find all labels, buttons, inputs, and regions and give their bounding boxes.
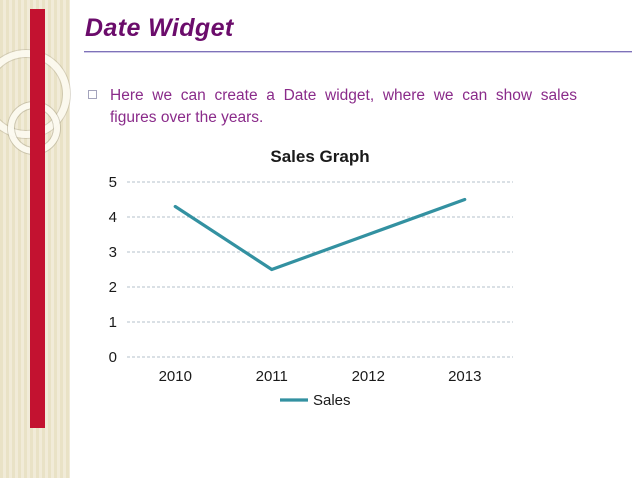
y-axis-tick-label: 4 (109, 209, 117, 226)
title-underline (84, 51, 632, 53)
legend-label: Sales (313, 392, 351, 409)
chart-title: Sales Graph (270, 147, 369, 166)
sales-line-series (173, 197, 467, 272)
x-axis-tick-label: 2010 (159, 368, 192, 385)
x-axis-tick-label: 2013 (448, 368, 481, 385)
y-axis-tick-label: 3 (109, 244, 117, 261)
sales-chart-svg: Sales Graph 0 1 2 3 4 5 2010 2011 2012 2013 Sales (109, 147, 513, 409)
decorative-side-strip (0, 0, 70, 478)
slide-title: Date Widget (85, 14, 234, 42)
sales-chart: Sales Graph 0 1 2 3 4 5 2010 2011 2012 2013 Sales (95, 142, 525, 422)
square-bullet-icon (88, 90, 97, 99)
y-axis-tick-label: 1 (109, 314, 117, 331)
y-axis-tick-label: 5 (109, 174, 117, 191)
bullet-text: Here we can create a Date widget, where … (110, 87, 577, 126)
red-accent-bar (30, 9, 45, 428)
x-axis-tick-label: 2011 (256, 368, 288, 385)
y-axis-tick-label: 0 (109, 349, 117, 366)
x-axis-tick-label: 2012 (352, 368, 385, 385)
y-axis-tick-label: 2 (109, 279, 117, 296)
bullet-item: Here we can create a Date widget, where … (88, 85, 577, 129)
